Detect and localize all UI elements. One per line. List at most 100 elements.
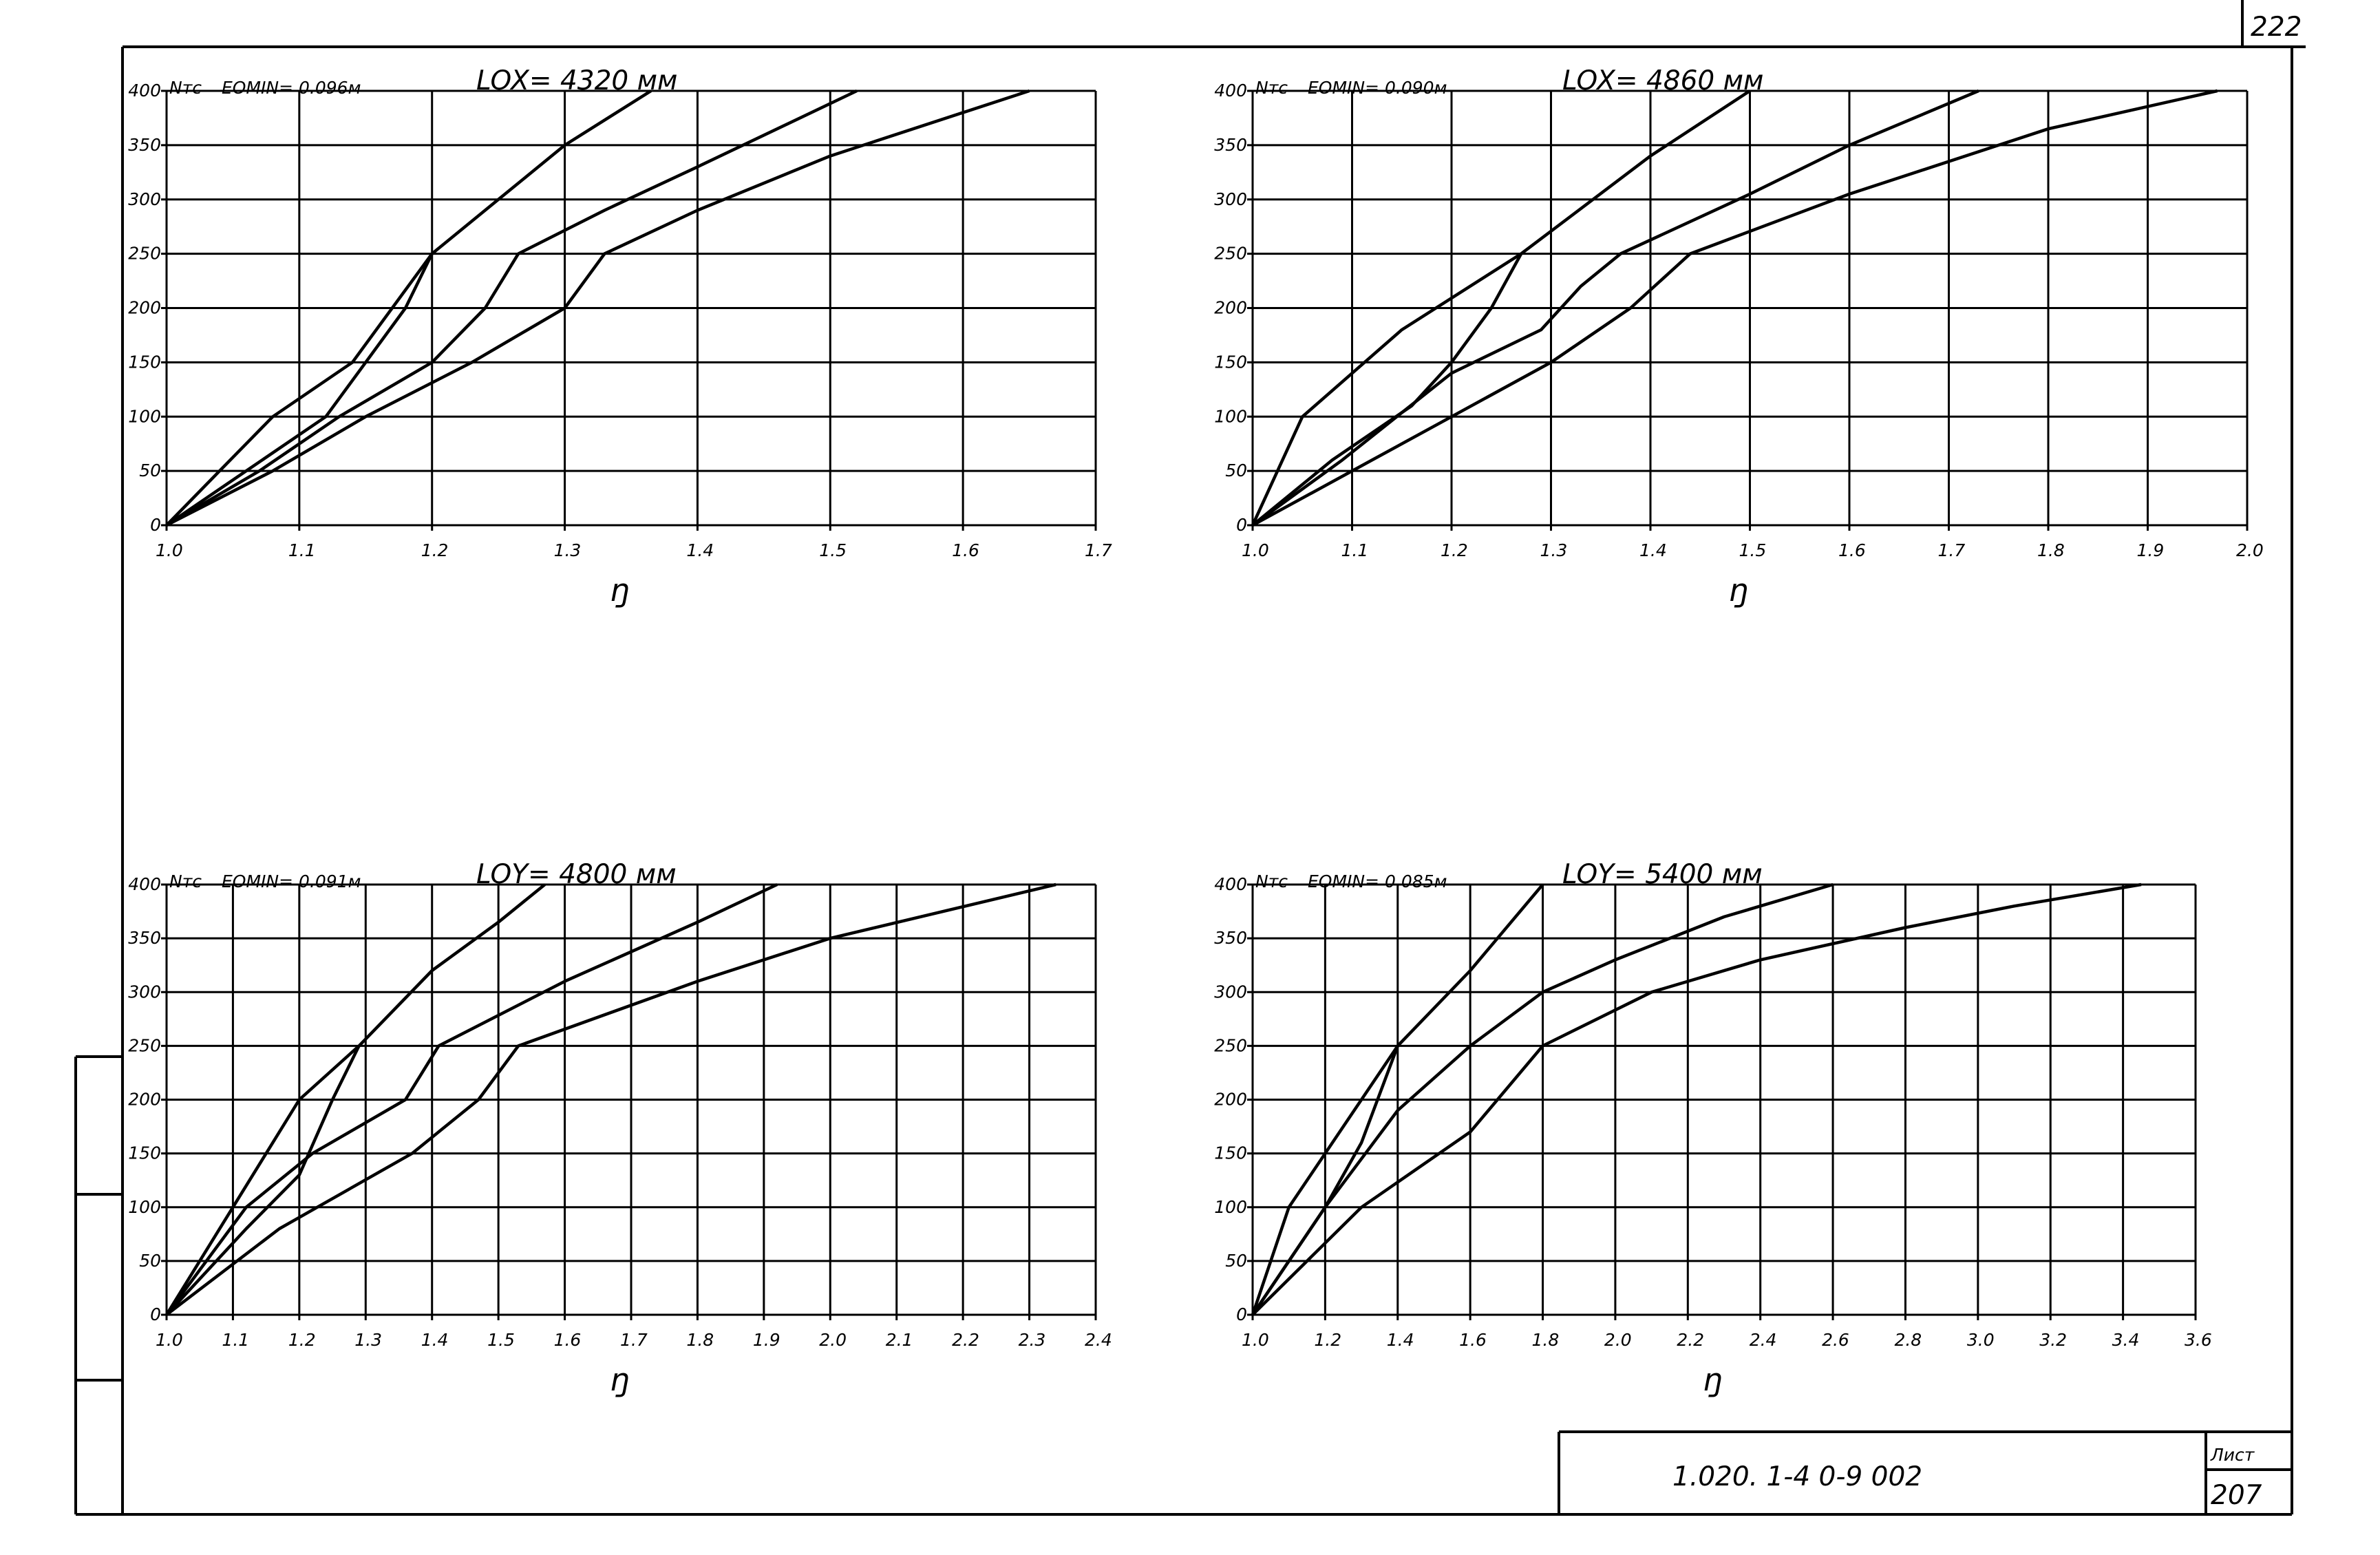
y-tick-label: 0 bbox=[150, 1304, 161, 1324]
eomin-label: EOMIN= 0.090м bbox=[1308, 78, 1447, 98]
x-tick-label: 3.4 bbox=[2112, 1330, 2140, 1350]
x-axis-label: ŋ bbox=[1703, 1362, 1723, 1398]
y-tick-label: 400 bbox=[1214, 81, 1247, 101]
eomin-label: EOMIN= 0.096м bbox=[222, 78, 361, 98]
length-label: LOY= 5400 мм bbox=[1562, 859, 1763, 890]
page-number: 222 bbox=[2251, 12, 2302, 43]
y-tick-label: 0 bbox=[150, 515, 161, 535]
x-tick-label: 1.6 bbox=[554, 1330, 582, 1350]
series-line-1 bbox=[165, 89, 652, 527]
y-axis-label: Nтс bbox=[1255, 871, 1288, 891]
x-tick-label: 1.2 bbox=[1441, 540, 1468, 560]
x-tick-label: 1.0 bbox=[156, 540, 183, 560]
x-tick-label: 1.6 bbox=[952, 540, 979, 560]
x-tick-label: 2.4 bbox=[1085, 1330, 1112, 1350]
series-line-3 bbox=[165, 882, 778, 1316]
x-tick-label: 1.3 bbox=[554, 540, 582, 560]
series-line-4 bbox=[1251, 89, 2218, 527]
charts-layer: 1.0 1.1 1.2 1.3 1.4 1.5 1.6 1.7 0 50 100 150 200 250 3… bbox=[128, 65, 2263, 1398]
x-tick-label: 3.0 bbox=[1967, 1330, 1995, 1350]
x-tick-label: 1.9 bbox=[753, 1330, 780, 1350]
series-line-4 bbox=[165, 882, 1056, 1316]
x-tick-label: 1.3 bbox=[1540, 540, 1568, 560]
y-tick-label: 200 bbox=[1214, 298, 1247, 318]
y-tick-label: 50 bbox=[139, 1251, 161, 1271]
y-tick-label: 150 bbox=[128, 1143, 161, 1163]
sheet-frame bbox=[74, 0, 2306, 1516]
x-tick-label: 1.5 bbox=[1739, 540, 1767, 560]
y-tick-label: 50 bbox=[1225, 1251, 1247, 1271]
length-label: LOX= 4860 мм bbox=[1562, 65, 1763, 96]
title-block-code: 1.020. 1-4 0-9 002 bbox=[1672, 1461, 1922, 1492]
y-tick-label: 50 bbox=[139, 461, 161, 480]
x-tick-label: 1.1 bbox=[288, 540, 316, 560]
y-tick-label: 150 bbox=[1214, 352, 1247, 372]
x-tick-label: 2.1 bbox=[886, 1330, 913, 1350]
x-tick-label: 2.0 bbox=[1604, 1330, 1632, 1350]
y-axis-label: Nтс bbox=[169, 78, 202, 98]
x-tick-label: 1.3 bbox=[354, 1330, 382, 1350]
x-tick-label: 1.6 bbox=[1459, 1330, 1487, 1350]
series-line-1 bbox=[1251, 89, 1751, 526]
title-block-sheet-number: 207 bbox=[2211, 1480, 2262, 1511]
length-label: LOX= 4320 мм bbox=[476, 65, 677, 96]
series-line-4 bbox=[1251, 882, 2142, 1316]
series-line-3 bbox=[165, 89, 858, 527]
y-axis-label: Nтс bbox=[1255, 78, 1288, 98]
x-tick-label: 2.2 bbox=[1677, 1330, 1704, 1350]
y-tick-label: 250 bbox=[128, 1035, 161, 1055]
x-tick-label: 1.0 bbox=[1242, 540, 1269, 560]
y-tick-label: 250 bbox=[1214, 1035, 1247, 1055]
series-line-2 bbox=[165, 253, 434, 527]
series-line-1 bbox=[1251, 883, 1544, 1315]
y-tick-label: 200 bbox=[128, 1090, 161, 1110]
y-tick-label: 350 bbox=[128, 135, 161, 155]
chart-2: 1.0 1.1 1.2 1.3 1.4 1.5 1.6 1.7 1.8 1.9 2.0 0 50 100 1… bbox=[1214, 65, 2263, 609]
x-tick-label: 2.8 bbox=[1894, 1330, 1922, 1350]
x-tick-label: 1.1 bbox=[222, 1330, 249, 1350]
y-tick-label: 250 bbox=[128, 244, 161, 264]
y-tick-label: 50 bbox=[1225, 461, 1247, 480]
series-line-3 bbox=[1251, 882, 1834, 1316]
x-tick-label: 2.6 bbox=[1822, 1330, 1849, 1350]
x-tick-label: 1.0 bbox=[156, 1330, 183, 1350]
x-tick-label: 1.4 bbox=[1639, 540, 1667, 560]
y-tick-label: 300 bbox=[128, 189, 161, 209]
series-line-3 bbox=[1251, 89, 1979, 527]
y-tick-label: 350 bbox=[1214, 928, 1247, 948]
x-tick-label: 1.7 bbox=[1938, 540, 1966, 560]
x-tick-label: 2.4 bbox=[1750, 1330, 1777, 1350]
length-label: LOY= 4800 мм bbox=[476, 859, 677, 890]
x-axis-label: ŋ bbox=[610, 572, 630, 609]
y-tick-label: 100 bbox=[128, 1197, 161, 1217]
x-tick-label: 2.3 bbox=[1019, 1330, 1046, 1350]
x-tick-label: 1.4 bbox=[1387, 1330, 1414, 1350]
x-tick-label: 3.2 bbox=[2039, 1330, 2067, 1350]
x-tick-label: 1.8 bbox=[686, 1330, 714, 1350]
y-tick-label: 300 bbox=[128, 982, 161, 1002]
x-tick-label: 1.8 bbox=[1532, 1330, 1560, 1350]
y-tick-label: 100 bbox=[1214, 406, 1247, 426]
x-tick-label: 1.4 bbox=[686, 540, 714, 560]
x-tick-label: 1.8 bbox=[2037, 540, 2065, 560]
x-tick-label: 2.2 bbox=[952, 1330, 979, 1350]
x-tick-label: 1.6 bbox=[1838, 540, 1866, 560]
chart-3: 1.0 1.1 1.2 1.3 1.4 1.5 1.6 1.7 1.8 1.9 2.0 2.1 2.2 2… bbox=[128, 859, 1112, 1398]
y-tick-label: 150 bbox=[128, 352, 161, 372]
x-tick-label: 2.0 bbox=[819, 1330, 847, 1350]
eomin-label: EOMIN= 0.091м bbox=[222, 871, 361, 891]
y-tick-label: 350 bbox=[1214, 135, 1247, 155]
x-axis-label: ŋ bbox=[1730, 572, 1750, 609]
x-axis-label: ŋ bbox=[610, 1362, 630, 1398]
x-tick-label: 3.6 bbox=[2185, 1330, 2212, 1350]
y-tick-label: 0 bbox=[1236, 1304, 1247, 1324]
chart-1: 1.0 1.1 1.2 1.3 1.4 1.5 1.6 1.7 0 50 100 150 200 250 3… bbox=[128, 65, 1112, 609]
y-axis-label: Nтс bbox=[169, 871, 202, 891]
x-tick-label: 1.2 bbox=[288, 1330, 316, 1350]
y-tick-label: 400 bbox=[1214, 874, 1247, 894]
x-tick-label: 1.5 bbox=[487, 1330, 515, 1350]
y-tick-label: 100 bbox=[128, 406, 161, 426]
y-tick-label: 350 bbox=[128, 928, 161, 948]
x-tick-label: 2.0 bbox=[2236, 540, 2264, 560]
